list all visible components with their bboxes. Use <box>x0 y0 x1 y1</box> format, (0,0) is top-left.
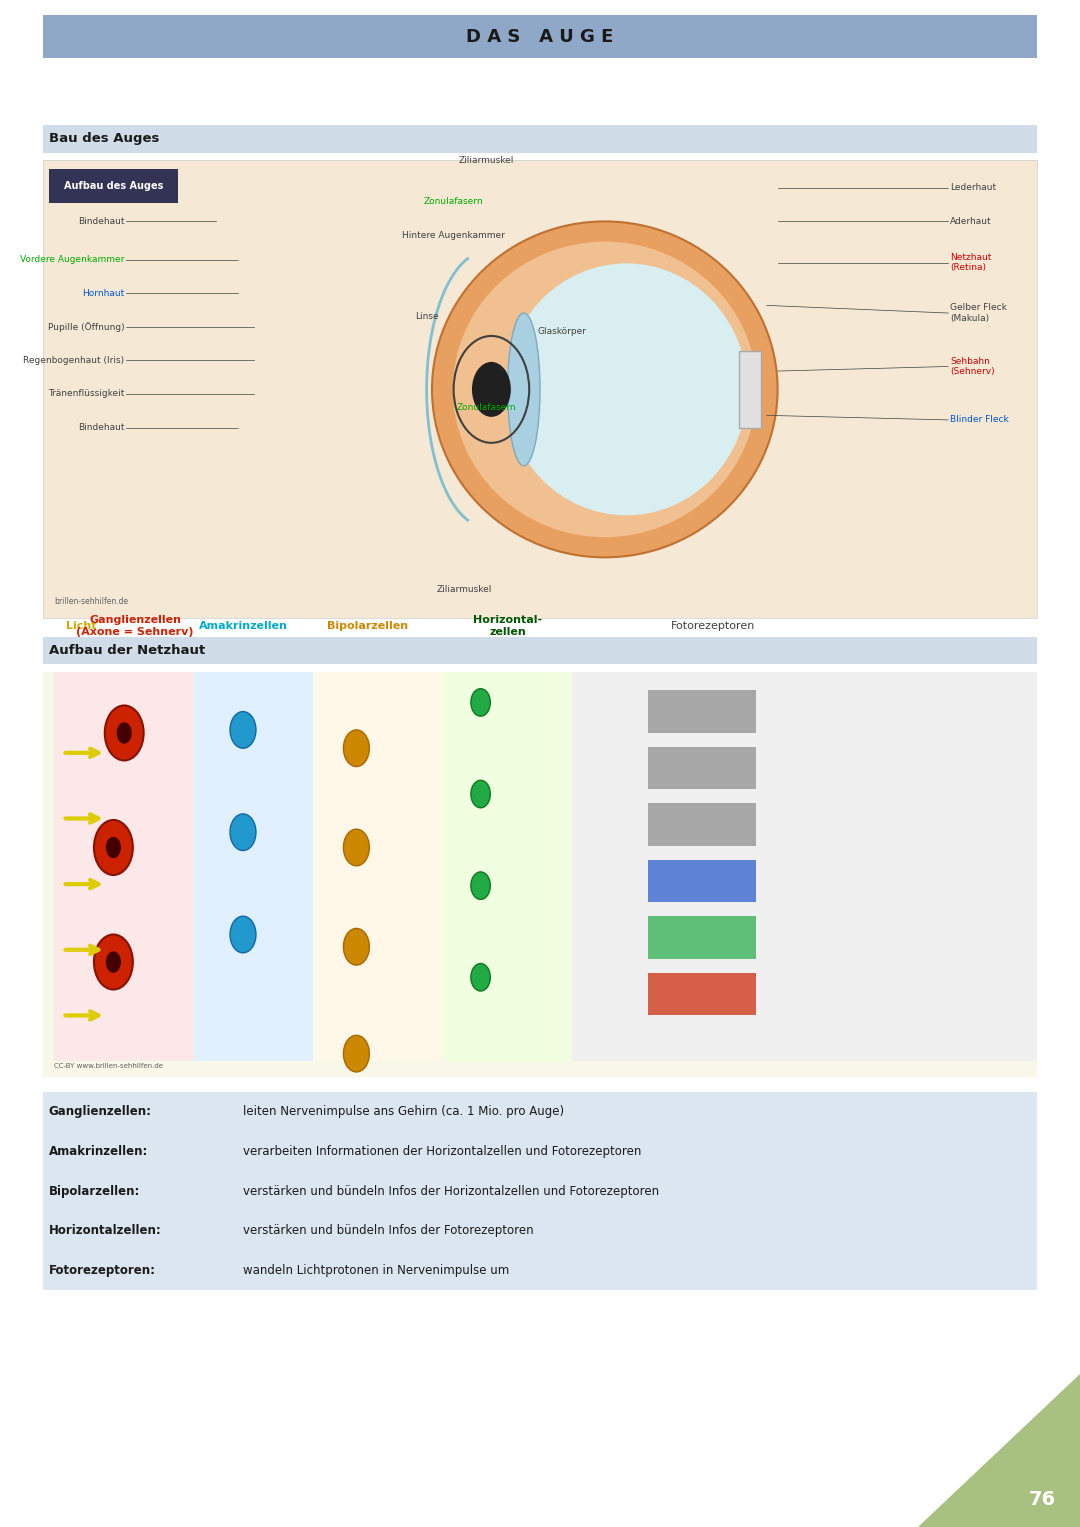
Text: Hornhaut: Hornhaut <box>82 289 124 298</box>
Text: Bindehaut: Bindehaut <box>78 217 124 226</box>
FancyBboxPatch shape <box>43 637 1037 664</box>
Circle shape <box>117 722 132 744</box>
FancyBboxPatch shape <box>648 973 756 1015</box>
Text: Vordere Augenkammer: Vordere Augenkammer <box>19 255 124 264</box>
FancyBboxPatch shape <box>572 672 1037 1061</box>
Text: Amakrinzellen: Amakrinzellen <box>199 621 287 631</box>
Text: D A S   A U G E: D A S A U G E <box>467 27 613 46</box>
FancyBboxPatch shape <box>648 803 756 846</box>
FancyBboxPatch shape <box>313 672 443 1061</box>
Text: Zonulafasern: Zonulafasern <box>456 403 516 412</box>
Text: Bau des Auges: Bau des Auges <box>49 133 159 145</box>
FancyBboxPatch shape <box>648 747 756 789</box>
Circle shape <box>105 705 144 760</box>
Ellipse shape <box>508 313 540 466</box>
Ellipse shape <box>432 221 778 557</box>
Text: verstärken und bündeln Infos der Horizontalzellen und Fotorezeptoren: verstärken und bündeln Infos der Horizon… <box>243 1185 659 1197</box>
FancyBboxPatch shape <box>43 125 1037 153</box>
Text: Licht: Licht <box>66 621 96 631</box>
Circle shape <box>343 730 369 767</box>
Ellipse shape <box>453 241 757 538</box>
Circle shape <box>94 820 133 875</box>
Text: Glaskörper: Glaskörper <box>537 327 586 336</box>
Text: Aderhaut: Aderhaut <box>950 217 993 226</box>
FancyBboxPatch shape <box>739 351 760 428</box>
Circle shape <box>471 689 490 716</box>
Circle shape <box>106 951 121 973</box>
FancyBboxPatch shape <box>648 860 756 902</box>
Text: Amakrinzellen:: Amakrinzellen: <box>49 1145 148 1157</box>
Text: leiten Nervenimpulse ans Gehirn (ca. 1 Mio. pro Auge): leiten Nervenimpulse ans Gehirn (ca. 1 M… <box>243 1106 564 1118</box>
Text: Pupille (Öffnung): Pupille (Öffnung) <box>48 322 124 331</box>
Ellipse shape <box>505 263 747 516</box>
Circle shape <box>472 362 511 417</box>
Text: wandeln Lichtprotonen in Nervenimpulse um: wandeln Lichtprotonen in Nervenimpulse u… <box>243 1264 510 1277</box>
Text: Regenbogenhaut (Iris): Regenbogenhaut (Iris) <box>23 356 124 365</box>
Circle shape <box>230 916 256 953</box>
Text: Bindehaut: Bindehaut <box>78 423 124 432</box>
FancyBboxPatch shape <box>43 672 1037 1077</box>
Text: Ziliarmuskel: Ziliarmuskel <box>436 585 492 594</box>
Text: Blinder Fleck: Blinder Fleck <box>950 415 1009 425</box>
FancyBboxPatch shape <box>443 672 572 1061</box>
Text: Ganglienzellen
(Axone = Sehnerv): Ganglienzellen (Axone = Sehnerv) <box>77 615 193 637</box>
Circle shape <box>471 872 490 899</box>
Text: Aufbau der Netzhaut: Aufbau der Netzhaut <box>49 644 205 657</box>
Text: brillen-sehhilfen.de: brillen-sehhilfen.de <box>54 597 129 606</box>
FancyBboxPatch shape <box>43 1092 1037 1290</box>
Text: Hintere Augenkammer: Hintere Augenkammer <box>402 231 505 240</box>
Circle shape <box>471 780 490 808</box>
Text: Netzhaut
(Retina): Netzhaut (Retina) <box>950 253 991 272</box>
Text: Sehbahn
(Sehnerv): Sehbahn (Sehnerv) <box>950 357 995 376</box>
Text: Ganglienzellen:: Ganglienzellen: <box>49 1106 151 1118</box>
Circle shape <box>343 829 369 866</box>
Circle shape <box>343 928 369 965</box>
Text: Horizontalzellen:: Horizontalzellen: <box>49 1225 161 1237</box>
Circle shape <box>94 935 133 989</box>
Polygon shape <box>918 1374 1080 1527</box>
FancyBboxPatch shape <box>54 672 194 1061</box>
Text: Zonulafasern: Zonulafasern <box>423 197 484 206</box>
Circle shape <box>230 814 256 851</box>
Text: Tränenflüssigkeit: Tränenflüssigkeit <box>48 389 124 399</box>
Text: 76: 76 <box>1028 1490 1056 1509</box>
Text: Aufbau des Auges: Aufbau des Auges <box>64 182 163 191</box>
Text: Fotorezeptoren:: Fotorezeptoren: <box>49 1264 156 1277</box>
Text: verarbeiten Informationen der Horizontalzellen und Fotorezeptoren: verarbeiten Informationen der Horizontal… <box>243 1145 642 1157</box>
Circle shape <box>343 1035 369 1072</box>
FancyBboxPatch shape <box>49 169 178 203</box>
FancyBboxPatch shape <box>648 916 756 959</box>
Text: Linse: Linse <box>415 312 438 321</box>
Circle shape <box>106 837 121 858</box>
FancyBboxPatch shape <box>43 160 1037 618</box>
Circle shape <box>471 964 490 991</box>
Text: Bipolarzellen: Bipolarzellen <box>326 621 408 631</box>
FancyBboxPatch shape <box>648 690 756 733</box>
FancyBboxPatch shape <box>194 672 313 1061</box>
Text: Fotorezeptoren: Fotorezeptoren <box>671 621 755 631</box>
FancyBboxPatch shape <box>43 15 1037 58</box>
Text: Ziliarmuskel: Ziliarmuskel <box>458 156 514 165</box>
Text: Gelber Fleck
(Makula): Gelber Fleck (Makula) <box>950 304 1008 322</box>
Text: Bipolarzellen:: Bipolarzellen: <box>49 1185 140 1197</box>
Circle shape <box>230 712 256 748</box>
Text: CC-BY www.brillen-sehhilfen.de: CC-BY www.brillen-sehhilfen.de <box>54 1063 163 1069</box>
Text: Lederhaut: Lederhaut <box>950 183 997 192</box>
Text: Horizontal-
zellen: Horizontal- zellen <box>473 615 542 637</box>
Text: verstärken und bündeln Infos der Fotorezeptoren: verstärken und bündeln Infos der Fotorez… <box>243 1225 534 1237</box>
